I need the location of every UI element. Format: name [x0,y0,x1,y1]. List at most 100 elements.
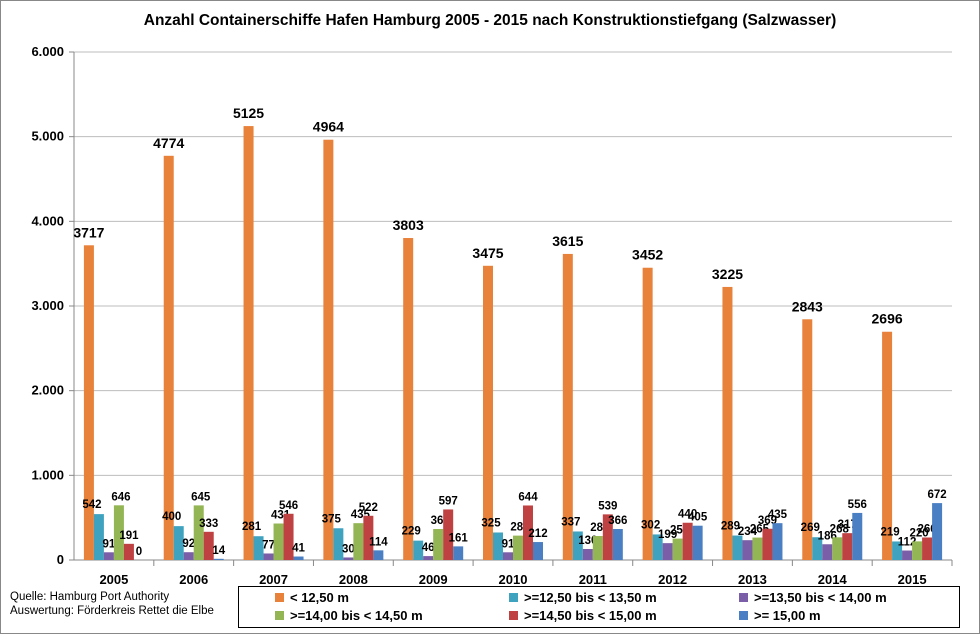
legend-label: >=14,50 bis < 15,00 m [524,608,657,623]
data-label: 3803 [393,217,424,233]
bar [842,533,853,560]
data-label: 199 [658,529,677,541]
legend-swatch [739,611,748,620]
bar [882,331,893,560]
legend-swatch [739,593,748,602]
bar [832,537,843,560]
data-label: 369 [758,515,777,527]
y-tick-label: 1.000 [31,467,64,482]
data-label: 3475 [472,245,503,261]
bar [423,556,434,560]
bar [762,528,773,560]
bar [592,536,603,560]
bar [183,552,194,560]
data-label: 114 [369,536,388,548]
data-label: 366 [608,515,627,527]
bar [343,557,354,560]
x-tick-label: 2013 [738,572,767,587]
bar [642,267,653,560]
y-tick-label: 3.000 [31,298,64,313]
bar [922,537,933,560]
data-label: 3717 [73,224,104,240]
bar [273,523,284,560]
data-label: 539 [598,500,617,512]
bar [812,537,823,560]
data-label: 3452 [632,247,663,263]
bar [353,523,364,560]
x-tick-label: 2012 [658,572,687,587]
data-label: 302 [641,519,660,531]
x-tick-label: 2015 [898,572,927,587]
data-label: 269 [801,522,820,534]
source-line-2: Auswertung: Förderkreis Rettet die Elbe [10,605,214,617]
x-tick-label: 2008 [339,572,368,587]
bar [83,245,94,560]
source-line-1: Quelle: Hamburg Port Authority [10,591,170,603]
legend-swatch [509,611,518,620]
data-label: 317 [838,519,857,531]
data-label: 546 [279,500,298,512]
bar [582,548,593,560]
bar [752,537,763,560]
bar [483,265,493,560]
y-tick-label: 5.000 [31,129,64,144]
bar [253,536,264,560]
data-label: 5125 [233,105,264,121]
bar [93,514,104,560]
data-label: 186 [818,530,837,542]
bar [363,515,374,560]
bar [493,532,503,560]
data-label: 644 [518,491,538,503]
legend-swatch [275,593,284,602]
legend-label: >=12,50 bis < 13,50 m [524,590,657,605]
bar [682,522,693,560]
data-label: 130 [578,535,597,547]
legend-item-1450-1500: >=14,50 bis < 15,00 m [509,608,657,623]
data-label: 220 [909,527,928,539]
data-label: 542 [82,499,101,511]
bar [932,503,943,560]
data-label: 522 [359,502,378,514]
data-label: 400 [162,511,181,523]
legend-label: >=14,00 bis < 14,50 m [290,608,423,623]
bar [263,553,274,560]
legend-item-1250-1350: >=12,50 bis < 13,50 m [509,590,657,605]
bar [453,546,464,560]
chart-title: Anzahl Containerschiffe Hafen Hamburg 20… [143,12,837,29]
data-label: 281 [242,521,262,533]
data-label: 2843 [792,298,823,314]
bar [433,529,444,560]
bar [173,526,184,560]
source-note: Quelle: Hamburg Port Authority Auswertun… [10,590,214,618]
data-label: 0 [136,546,142,558]
data-label: 3615 [552,233,583,249]
bar [203,531,214,560]
data-label: 333 [199,518,218,530]
bar [772,523,783,560]
data-label: 92 [182,538,195,550]
bar [403,238,414,560]
x-tick-label: 2014 [818,572,848,587]
data-label: 375 [322,513,342,525]
legend-item-1400-1450: >=14,00 bis < 14,50 m [275,608,423,623]
data-label: 266 [917,523,936,535]
bar [123,543,134,560]
data-label: 289 [721,521,740,533]
data-label: 212 [528,528,547,540]
bar [193,505,204,560]
legend-item-ge-1500: >= 15,00 m [739,608,821,623]
data-label: 2696 [872,311,903,327]
y-tick-label: 2.000 [31,383,64,398]
data-label: 556 [848,499,867,511]
bar [533,542,543,560]
legend-label: >=13,50 bis < 14,00 m [754,590,887,605]
bar [103,552,114,560]
bar [902,550,913,560]
data-label: 3225 [712,266,743,282]
data-label: 405 [688,512,708,524]
bar [822,544,833,560]
bar [293,556,304,560]
bar [742,540,753,560]
x-tick-label: 2010 [499,572,528,587]
x-tick-label: 2007 [259,572,288,587]
